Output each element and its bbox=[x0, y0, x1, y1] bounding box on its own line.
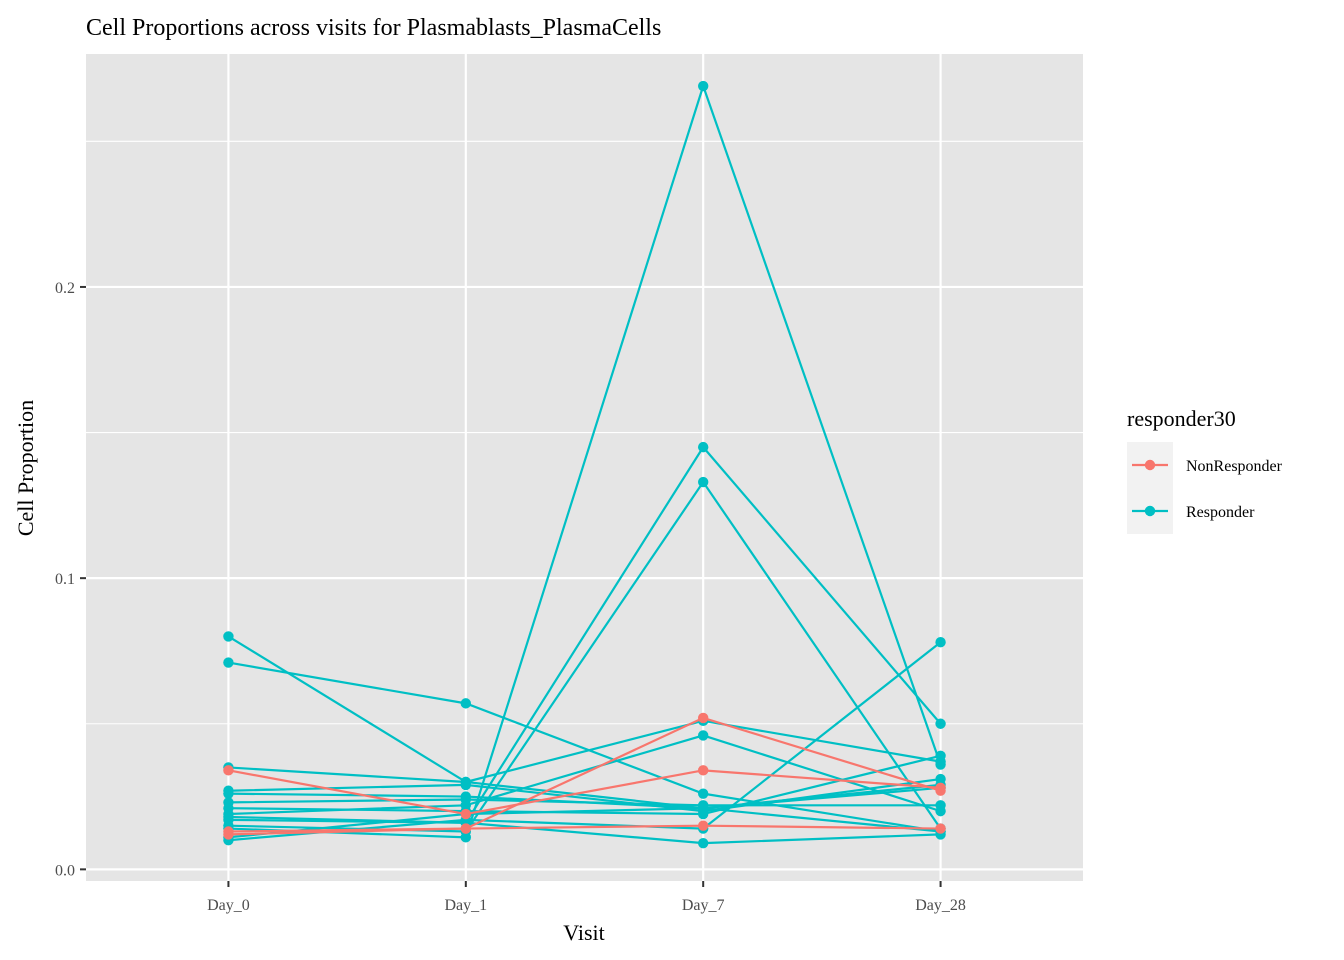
data-point bbox=[697, 476, 709, 488]
data-point bbox=[223, 811, 234, 823]
data-point bbox=[697, 803, 709, 814]
series-line bbox=[228, 445, 942, 824]
legend-label: NonResponder bbox=[1186, 458, 1283, 475]
data-point bbox=[697, 765, 709, 776]
series-line bbox=[228, 798, 941, 807]
data-point bbox=[935, 805, 946, 817]
data-point bbox=[460, 823, 472, 834]
series-line bbox=[228, 824, 941, 833]
series-line bbox=[228, 719, 941, 784]
data-point bbox=[935, 637, 946, 648]
series-line bbox=[228, 480, 942, 833]
data-point bbox=[935, 785, 946, 796]
x-tick-label: Day_7 bbox=[682, 897, 725, 914]
data-point bbox=[697, 788, 709, 799]
series-line bbox=[228, 716, 941, 836]
series-line bbox=[227, 635, 941, 833]
y-tick-label: 0.0 bbox=[55, 862, 75, 879]
x-tick-label: Day_1 bbox=[444, 897, 487, 914]
legend-entry: Responder bbox=[1127, 488, 1255, 534]
data-point bbox=[697, 712, 709, 724]
data-point bbox=[697, 441, 709, 453]
series-line bbox=[228, 777, 941, 813]
y-tick-label: 0.1 bbox=[55, 571, 75, 588]
x-axis-title: Visit bbox=[563, 920, 604, 945]
legend-key-point bbox=[1144, 505, 1156, 517]
data-point bbox=[460, 832, 472, 843]
data-point bbox=[460, 779, 472, 791]
data-point bbox=[697, 820, 709, 831]
y-axis-title: Cell Proportion bbox=[13, 400, 38, 536]
data-point bbox=[460, 800, 472, 811]
legend-key-point bbox=[1144, 459, 1156, 471]
legend: responder30 NonResponder Responder bbox=[1127, 406, 1283, 534]
series-line bbox=[228, 734, 941, 816]
series-line bbox=[228, 82, 942, 839]
legend-label: Responder bbox=[1186, 504, 1255, 521]
data-point bbox=[697, 837, 709, 849]
series-line bbox=[228, 783, 941, 839]
series-responder bbox=[223, 657, 946, 837]
series-responder bbox=[223, 730, 946, 820]
y-tick-label: 0.2 bbox=[55, 280, 75, 297]
data-point bbox=[935, 759, 946, 770]
data-point bbox=[223, 788, 234, 799]
data-point bbox=[460, 808, 472, 820]
data-point bbox=[935, 823, 946, 834]
series-line bbox=[228, 661, 941, 833]
series-nonresponder bbox=[223, 712, 946, 840]
legend-title: responder30 bbox=[1127, 406, 1236, 431]
data-point bbox=[460, 698, 472, 709]
data-point bbox=[935, 718, 946, 729]
data-point bbox=[697, 730, 709, 741]
legend-entry: NonResponder bbox=[1127, 442, 1283, 488]
data-point bbox=[223, 765, 234, 776]
data-point bbox=[223, 829, 234, 840]
data-point bbox=[697, 80, 709, 92]
series-lines bbox=[223, 80, 946, 849]
x-tick-label: Day_0 bbox=[207, 897, 250, 914]
grid-lines bbox=[86, 54, 1083, 881]
data-point bbox=[223, 631, 234, 642]
x-tick-label: Day_28 bbox=[915, 897, 966, 914]
chart-title: Cell Proportions across visits for Plasm… bbox=[86, 15, 661, 41]
data-point bbox=[223, 657, 234, 668]
series-line bbox=[228, 815, 941, 845]
axis-ticks: 0.0 0.1 0.2 Day_0 Day_1 Day_7 Day_28 bbox=[55, 280, 966, 914]
plot-panel bbox=[86, 54, 1083, 881]
series-line bbox=[228, 769, 941, 816]
